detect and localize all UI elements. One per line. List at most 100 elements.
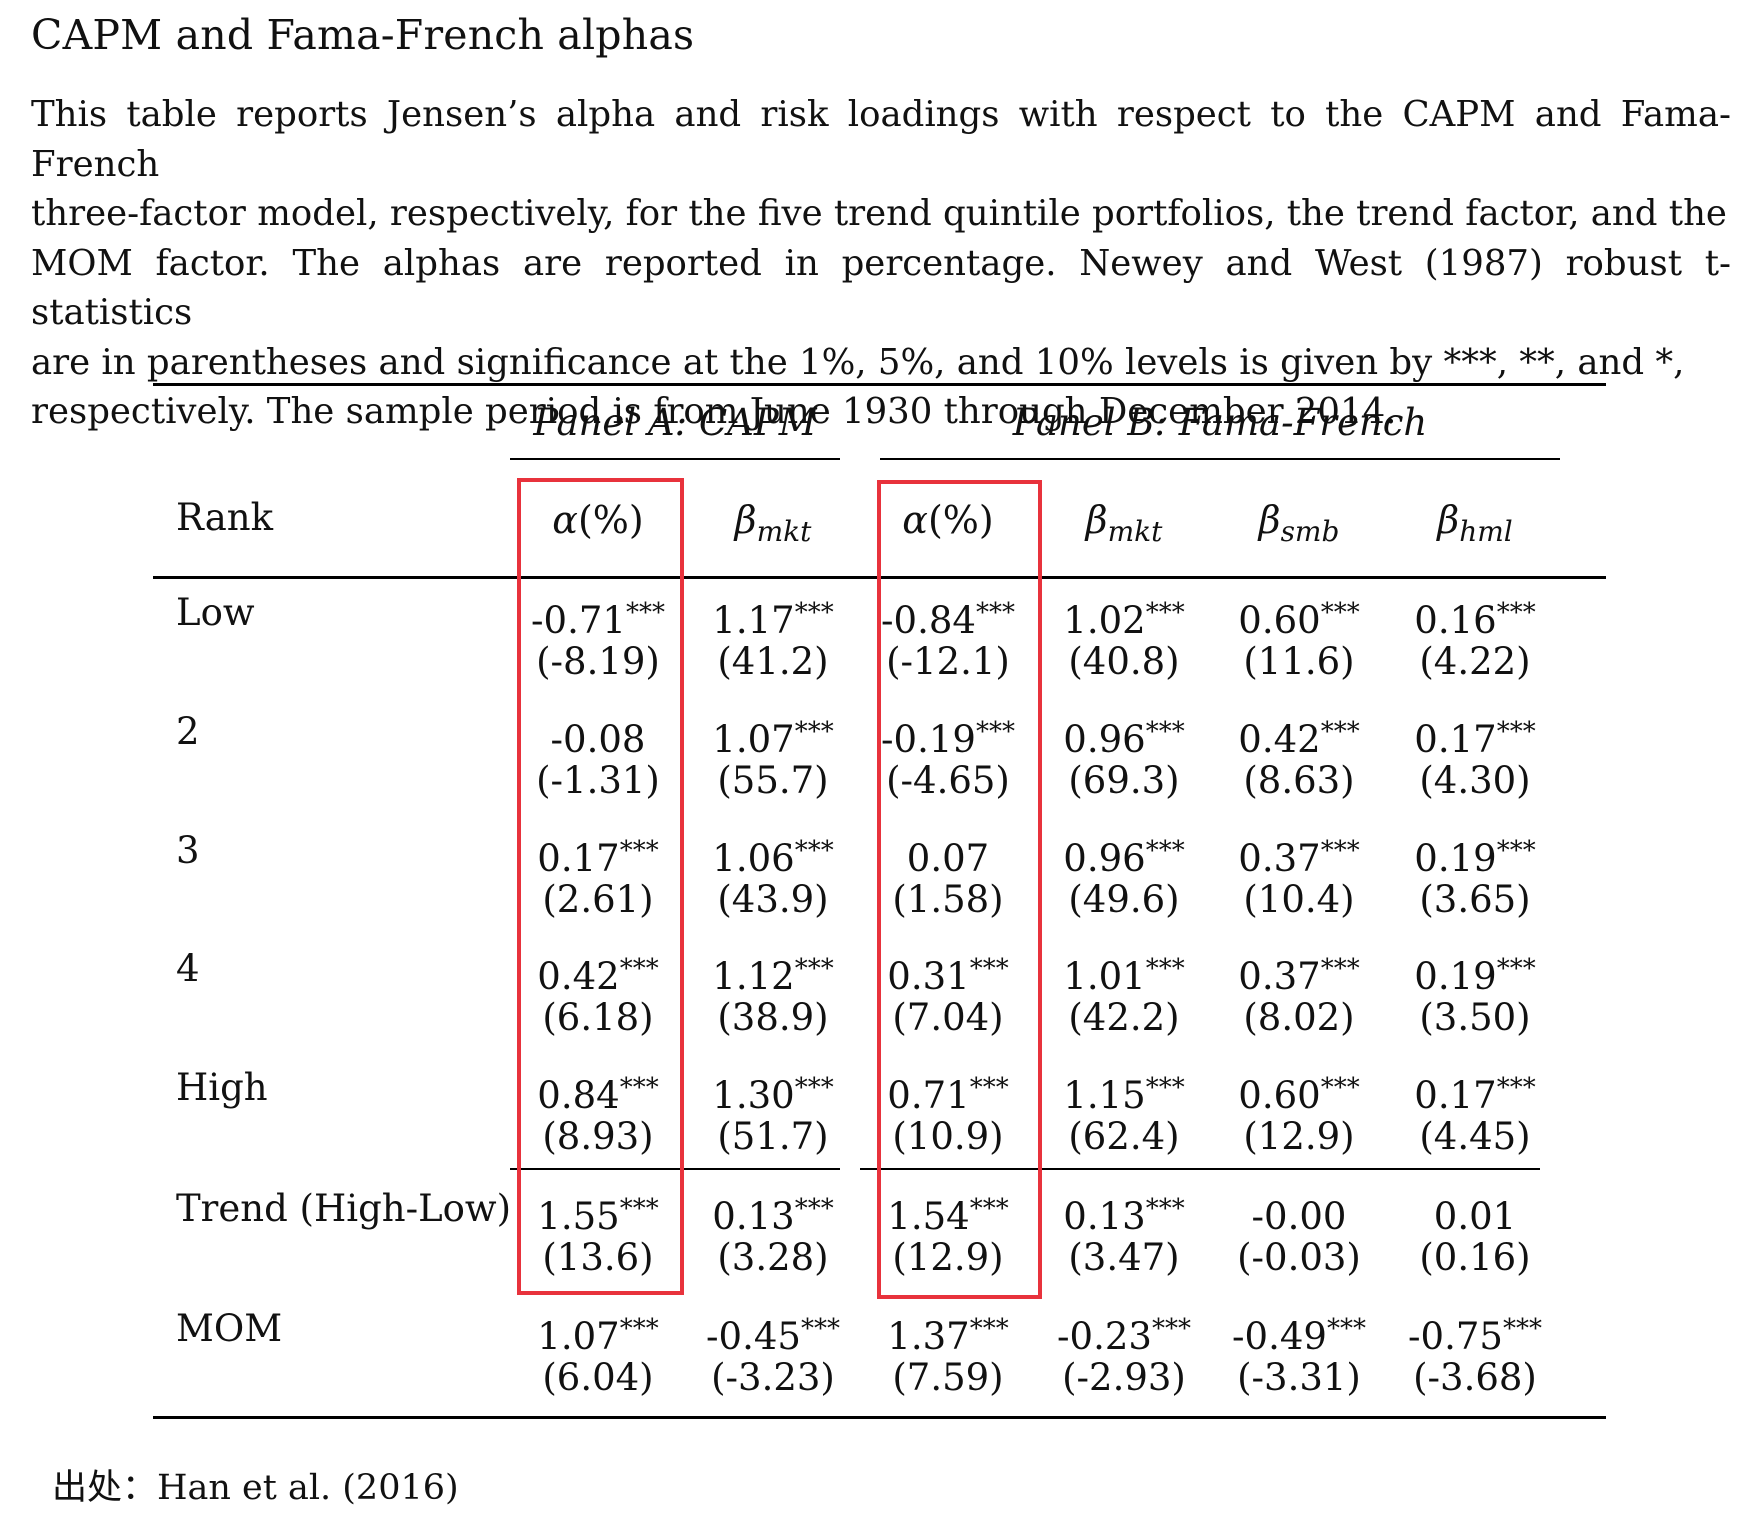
coefficient-cell: 1.55*** — [513, 1185, 683, 1241]
coefficient-value: 0.96 — [1063, 718, 1146, 761]
t-statistic-cell: (4.30) — [1419, 759, 1531, 802]
t-statistic-cell: (0.16) — [1419, 1236, 1531, 1279]
coefficient-value: 0.19 — [1414, 955, 1497, 998]
significance-stars: *** — [975, 598, 1015, 628]
coefficient-cell: 1.54*** — [863, 1185, 1033, 1241]
row-label: 3 — [176, 829, 200, 872]
coefficient-cell: 0.13*** — [1039, 1185, 1209, 1241]
row-label: Low — [176, 591, 255, 634]
coefficient-cell: -0.23*** — [1039, 1305, 1209, 1361]
significance-stars: *** — [1145, 836, 1185, 866]
coefficient-cell: 1.07*** — [513, 1305, 683, 1361]
column-header-symbol: β — [1258, 498, 1281, 542]
significance-stars: *** — [1496, 1073, 1536, 1103]
coefficient-value: 0.42 — [1238, 718, 1321, 761]
trend-rule-panel-a — [510, 1168, 840, 1170]
coefficient-value: 1.06 — [712, 837, 795, 880]
coefficient-value: 1.55 — [537, 1195, 620, 1238]
column-header-symbol: α — [902, 498, 928, 542]
t-statistic-cell: (3.50) — [1419, 996, 1531, 1039]
significance-stars: *** — [625, 598, 665, 628]
coefficient-cell: 1.01*** — [1039, 945, 1209, 1001]
column-header-unit: (%) — [927, 498, 994, 542]
t-statistic-cell: (51.7) — [717, 1115, 829, 1158]
coefficient-value: 0.84 — [537, 1074, 620, 1117]
significance-stars: *** — [800, 1314, 840, 1344]
caption-line: are in parentheses and significance at t… — [31, 341, 1685, 383]
coefficient-value: 1.30 — [712, 1074, 795, 1117]
coefficient-cell: 0.16*** — [1390, 589, 1560, 645]
coefficient-value: 1.54 — [887, 1195, 970, 1238]
column-header-subscript: mkt — [756, 515, 812, 548]
t-statistic-cell: (3.65) — [1419, 878, 1531, 921]
t-statistic-cell: (42.2) — [1068, 996, 1180, 1039]
significance-stars: *** — [619, 836, 659, 866]
row-label: 2 — [176, 710, 200, 753]
significance-stars: *** — [619, 1194, 659, 1224]
column-header-subscript: smb — [1280, 515, 1340, 548]
t-statistic-cell: (13.6) — [542, 1236, 654, 1279]
coefficient-value: 0.96 — [1063, 837, 1146, 880]
coefficient-value: -0.23 — [1057, 1315, 1152, 1358]
t-statistic-cell: (7.59) — [892, 1356, 1004, 1399]
t-statistic-cell: (8.02) — [1243, 996, 1355, 1039]
coefficient-cell: 0.07 — [863, 827, 1033, 883]
t-statistic-cell: (6.04) — [542, 1356, 654, 1399]
significance-stars: *** — [969, 1194, 1009, 1224]
coefficient-cell: -0.75*** — [1390, 1305, 1560, 1361]
panel-a-label: Panel A: CAPM — [533, 401, 817, 444]
t-statistic-cell: (12.9) — [892, 1236, 1004, 1279]
coefficient-value: 0.19 — [1414, 837, 1497, 880]
significance-stars: *** — [794, 598, 834, 628]
coefficient-value: 0.07 — [906, 837, 990, 880]
significance-stars: *** — [1496, 954, 1536, 984]
highlight-box-ff-alpha — [877, 480, 1042, 1299]
t-statistic-cell: (11.6) — [1243, 640, 1355, 683]
table-title: CAPM and Fama-French alphas — [31, 11, 695, 59]
panel-a-underline — [510, 458, 840, 460]
t-statistic-cell: (40.8) — [1068, 640, 1180, 683]
caption-line: three-factor model, respectively, for th… — [31, 193, 1727, 234]
t-statistic-cell: (38.9) — [717, 996, 829, 1039]
trend-rule-panel-b — [860, 1168, 1540, 1170]
coefficient-cell: 0.19*** — [1390, 945, 1560, 1001]
t-statistic-cell: (3.47) — [1068, 1236, 1180, 1279]
coefficient-value: 0.16 — [1414, 599, 1497, 642]
significance-stars: *** — [1145, 717, 1185, 747]
coefficient-value: 1.17 — [712, 599, 795, 642]
significance-stars: *** — [794, 717, 834, 747]
significance-stars: *** — [969, 954, 1009, 984]
column-header: βmkt — [688, 496, 858, 556]
coefficient-cell: 1.37*** — [863, 1305, 1033, 1361]
t-statistic-cell: (8.93) — [542, 1115, 654, 1158]
significance-stars: *** — [1145, 598, 1185, 628]
coefficient-cell: 1.17*** — [688, 589, 858, 645]
row-label: High — [176, 1066, 268, 1109]
coefficient-cell: 0.42*** — [1214, 708, 1384, 764]
coefficient-value: 1.07 — [712, 718, 795, 761]
t-statistic-cell: (55.7) — [717, 759, 829, 802]
panel-b-label: Panel B: Fama-French — [1012, 401, 1428, 444]
significance-stars: *** — [1320, 836, 1360, 866]
significance-stars: *** — [969, 1314, 1009, 1344]
coefficient-value: 0.01 — [1433, 1195, 1517, 1238]
significance-stars: *** — [1320, 954, 1360, 984]
column-header: βsmb — [1214, 496, 1384, 556]
caption-line: This table reports Jensen’s alpha and ri… — [31, 94, 1731, 185]
coefficient-value: 0.17 — [1414, 718, 1497, 761]
column-header-subscript: mkt — [1107, 515, 1163, 548]
coefficient-value: -0.19 — [881, 718, 976, 761]
coefficient-cell: 0.96*** — [1039, 708, 1209, 764]
significance-stars: *** — [1145, 1194, 1185, 1224]
column-header-symbol: β — [1085, 498, 1108, 542]
coefficient-value: -0.45 — [706, 1315, 801, 1358]
coefficient-value: 0.31 — [887, 955, 970, 998]
coefficient-value: -0.71 — [531, 599, 626, 642]
coefficient-cell: -0.08 — [513, 708, 683, 764]
coefficient-cell: 1.12*** — [688, 945, 858, 1001]
coefficient-cell: 1.30*** — [688, 1064, 858, 1120]
coefficient-value: 0.60 — [1238, 1074, 1321, 1117]
t-statistic-cell: (49.6) — [1068, 878, 1180, 921]
row-label: 4 — [176, 947, 200, 990]
